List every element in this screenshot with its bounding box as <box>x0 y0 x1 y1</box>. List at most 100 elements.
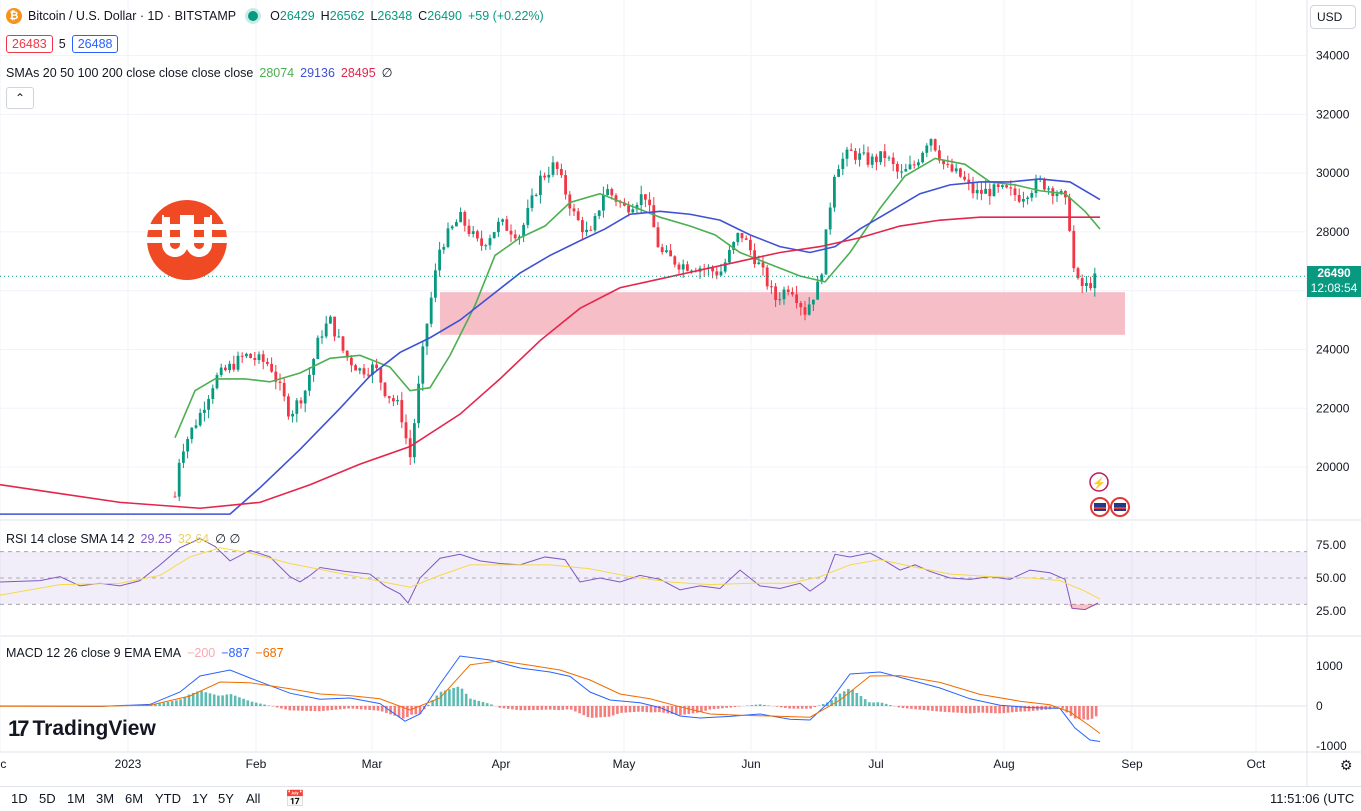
candle-body <box>715 271 718 275</box>
symbol-legend[interactable]: ₿ Bitcoin / U.S. Dollar · 1D · BITSTAMP … <box>6 8 544 24</box>
candle-body <box>178 463 181 497</box>
candle-body <box>1085 283 1088 286</box>
date-range-calendar-icon[interactable]: 📅 <box>285 789 305 809</box>
candle-body <box>375 364 378 368</box>
candle-body <box>337 336 340 337</box>
candle-body <box>862 152 865 153</box>
candle-body <box>552 162 555 174</box>
macd-histogram-bar <box>163 703 166 706</box>
chart-canvas[interactable]: 2000022000240002600028000300003200034000… <box>0 0 1361 786</box>
candle-body <box>224 368 227 371</box>
candle-body <box>300 400 303 403</box>
candle-body <box>657 227 660 247</box>
ask-price[interactable]: 26488 <box>72 35 119 53</box>
candle-body <box>321 336 324 337</box>
candle-body <box>1081 278 1084 286</box>
sma100-value: 28495 <box>341 66 376 80</box>
candle-body <box>514 234 517 238</box>
macd-histogram-bar <box>667 706 670 713</box>
candle-body <box>228 364 231 370</box>
timeframe-1d[interactable]: 1D <box>11 791 28 806</box>
tradingview-logo[interactable]: 17 TradingView <box>8 716 156 742</box>
candle-body <box>669 250 672 256</box>
macd-histogram-bar <box>931 706 934 711</box>
macd-legend-title: MACD 12 26 close 9 EMA EMA <box>6 646 181 660</box>
candle-body <box>925 146 928 153</box>
candle-body <box>988 189 991 196</box>
candle-body <box>430 298 433 324</box>
timeframe-ytd[interactable]: YTD <box>155 791 181 806</box>
candle-body <box>766 267 769 286</box>
timeframe-6m[interactable]: 6M <box>125 791 143 806</box>
symbol-title[interactable]: Bitcoin / U.S. Dollar · 1D · BITSTAMP <box>28 9 236 23</box>
macd-histogram-bar <box>688 706 691 714</box>
macd-histogram-bar <box>482 702 485 706</box>
macd-histogram-bar <box>877 702 880 706</box>
rsi-sma-value: 32.64 <box>178 532 209 546</box>
macd-histogram-bar <box>427 705 430 706</box>
macd-histogram-bar <box>276 706 279 707</box>
macd-histogram-bar <box>436 696 439 706</box>
sma-legend[interactable]: SMAs 20 50 100 200 close close close clo… <box>6 65 393 80</box>
macd-histogram-bar <box>730 706 733 708</box>
timeframe-all[interactable]: All <box>246 791 260 806</box>
candle-body <box>917 162 920 165</box>
candle-body <box>581 220 584 232</box>
currency-button[interactable]: USD <box>1310 5 1356 29</box>
candle-body <box>812 300 815 305</box>
bitcoin-icon: ₿ <box>6 8 22 24</box>
timeframe-5d[interactable]: 5D <box>39 791 56 806</box>
timeframe-1y[interactable]: 1Y <box>192 791 208 806</box>
candle-body <box>245 354 248 356</box>
macd-histogram-bar <box>914 706 917 709</box>
macd-histogram-bar <box>578 706 581 713</box>
candle-body <box>199 413 202 425</box>
candle-body <box>476 231 479 238</box>
collapse-legend-button[interactable]: ⌃ <box>6 87 34 109</box>
candle-body <box>829 208 832 230</box>
macd-histogram-bar <box>1003 706 1006 713</box>
macd-legend[interactable]: MACD 12 26 close 9 EMA EMA −200 −887 −68… <box>6 646 284 660</box>
macd-histogram-bar <box>524 706 527 710</box>
macd-histogram-bar <box>620 706 623 713</box>
macd-histogram-bar <box>200 691 203 706</box>
candle-body <box>505 219 508 230</box>
candle-body <box>757 262 760 264</box>
macd-histogram-bar <box>221 695 224 706</box>
candle-body <box>241 356 244 357</box>
candle-body <box>816 282 819 300</box>
candle-body <box>799 303 802 307</box>
macd-histogram-bar <box>310 706 313 711</box>
candle-body <box>1009 187 1012 188</box>
macd-histogram-bar <box>1082 706 1085 719</box>
candle-body <box>484 245 487 246</box>
candle-body <box>879 151 882 162</box>
macd-histogram-bar <box>171 701 174 706</box>
rsi-legend[interactable]: RSI 14 close SMA 14 2 29.25 32.64 ∅ ∅ <box>6 531 240 546</box>
macd-tick-label: -1000 <box>1316 739 1347 753</box>
time-tick-label: Aug <box>993 757 1014 771</box>
timeframe-1m[interactable]: 1M <box>67 791 85 806</box>
ohlc-high: H26562 <box>321 9 365 23</box>
macd-histogram-bar <box>490 704 493 706</box>
macd-histogram-bar <box>398 706 401 717</box>
candle-body <box>573 208 576 211</box>
timeframe-3m[interactable]: 3M <box>96 791 114 806</box>
macd-histogram-bar <box>532 706 535 710</box>
macd-histogram-bar <box>234 696 237 706</box>
bid-price[interactable]: 26483 <box>6 35 53 53</box>
macd-histogram-bar <box>343 706 346 709</box>
currency-label: USD <box>1317 10 1342 24</box>
macd-histogram-bar <box>574 706 577 711</box>
timeframe-5y[interactable]: 5Y <box>218 791 234 806</box>
macd-histogram-bar <box>637 706 640 712</box>
utc-clock[interactable]: 11:51:06 (UTC <box>1270 791 1354 806</box>
candle-body <box>627 206 630 213</box>
macd-histogram-bar <box>263 705 266 706</box>
time-tick-label: Sep <box>1121 757 1143 771</box>
candle-body <box>631 209 634 212</box>
candle-body <box>900 171 903 172</box>
last-price-tag: 26490 12:08:54 <box>1307 266 1361 297</box>
candle-body <box>560 169 563 175</box>
rsi-extra-values: ∅ ∅ <box>215 531 240 546</box>
